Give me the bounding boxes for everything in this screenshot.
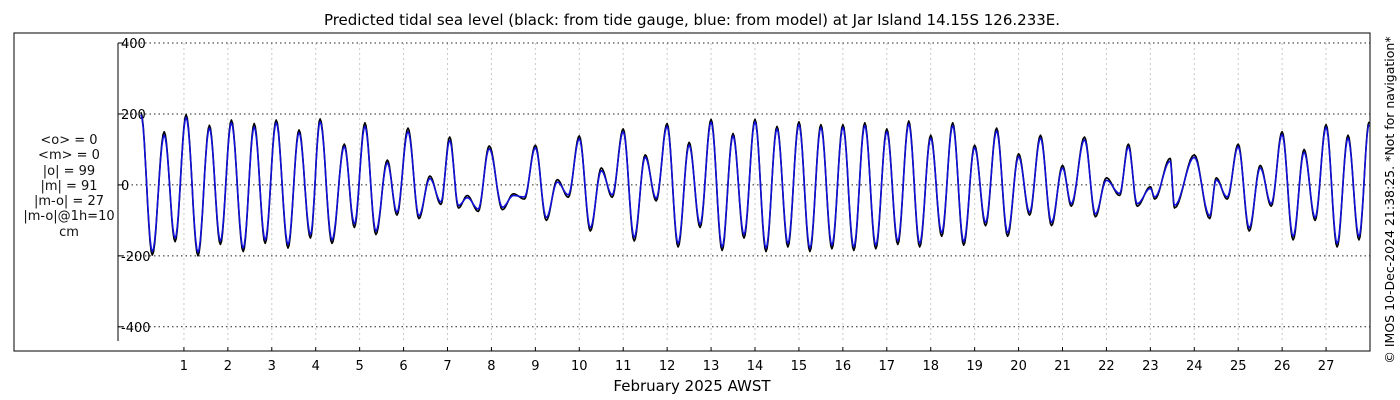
x-tick-label: 18 [922,359,939,374]
x-tick-label: 25 [1230,359,1247,374]
x-tick-label: 3 [268,359,276,374]
x-tick-label: 11 [615,359,632,374]
x-tick-label: 4 [312,359,320,374]
x-tick-label: 1 [180,359,188,374]
series-lines [140,111,1370,257]
stat-abs-obs: |o| = 99 [42,163,96,179]
stat-mean-model: <m> = 0 [38,148,100,164]
x-tick-label: 5 [356,359,364,374]
x-tick-label: 13 [703,359,720,374]
x-tick-label: 8 [487,359,495,374]
grid [118,42,1370,341]
y-tick-label: 400 [121,37,146,52]
credit-text: © IMOS 10-Dec-2024 21:38:25. *Not for na… [1382,36,1397,363]
x-tick-label: 24 [1186,359,1203,374]
y-ticks: 400 200 0 -200 -400 [118,37,151,336]
stats-panel: <o> = 0 <m> = 0 |o| = 99 |m| = 91 |m-o| … [14,133,124,240]
y-tick-label: -200 [121,250,151,265]
x-tick-label: 23 [1142,359,1159,374]
stat-abs-model: |m| = 91 [40,178,98,194]
x-tick-label: 15 [791,359,808,374]
x-tick-label: 17 [879,359,896,374]
chart-title: Predicted tidal sea level (black: from t… [324,11,1060,29]
y-tick-label: 200 [121,108,146,123]
x-tick-label: 6 [399,359,407,374]
x-tick-label: 22 [1098,359,1115,374]
stat-mean-obs: <o> = 0 [40,133,98,148]
x-tick-label: 14 [747,359,764,374]
x-tick-label: 12 [659,359,676,374]
x-ticks: 1 2 3 4 5 6 7 8 9 10 11 12 13 14 15 16 17 18 19 20 21 22 23 24 2… [180,347,1335,374]
x-tick-label: 7 [443,359,451,374]
x-tick-label: 2 [224,359,232,374]
x-tick-label: 20 [1010,359,1027,374]
x-tick-label: 10 [571,359,588,374]
x-tick-label: 9 [531,359,539,374]
x-tick-label: 26 [1274,359,1291,374]
stat-abs-diff-1h: |m-o|@1h=10 [23,209,115,225]
series-line-model [140,114,1370,254]
y-tick-label: -400 [121,321,151,336]
x-tick-label: 19 [966,359,983,374]
outer-frame [13,32,1371,352]
x-tick-label: 21 [1054,359,1071,374]
x-tick-label: 16 [835,359,852,374]
x-axis-label: February 2025 AWST [613,377,771,395]
stat-unit: cm [59,224,79,240]
x-tick-label: 27 [1318,359,1335,374]
y-tick-label: 0 [121,179,129,194]
stat-abs-diff: |m-o| = 27 [33,194,104,210]
